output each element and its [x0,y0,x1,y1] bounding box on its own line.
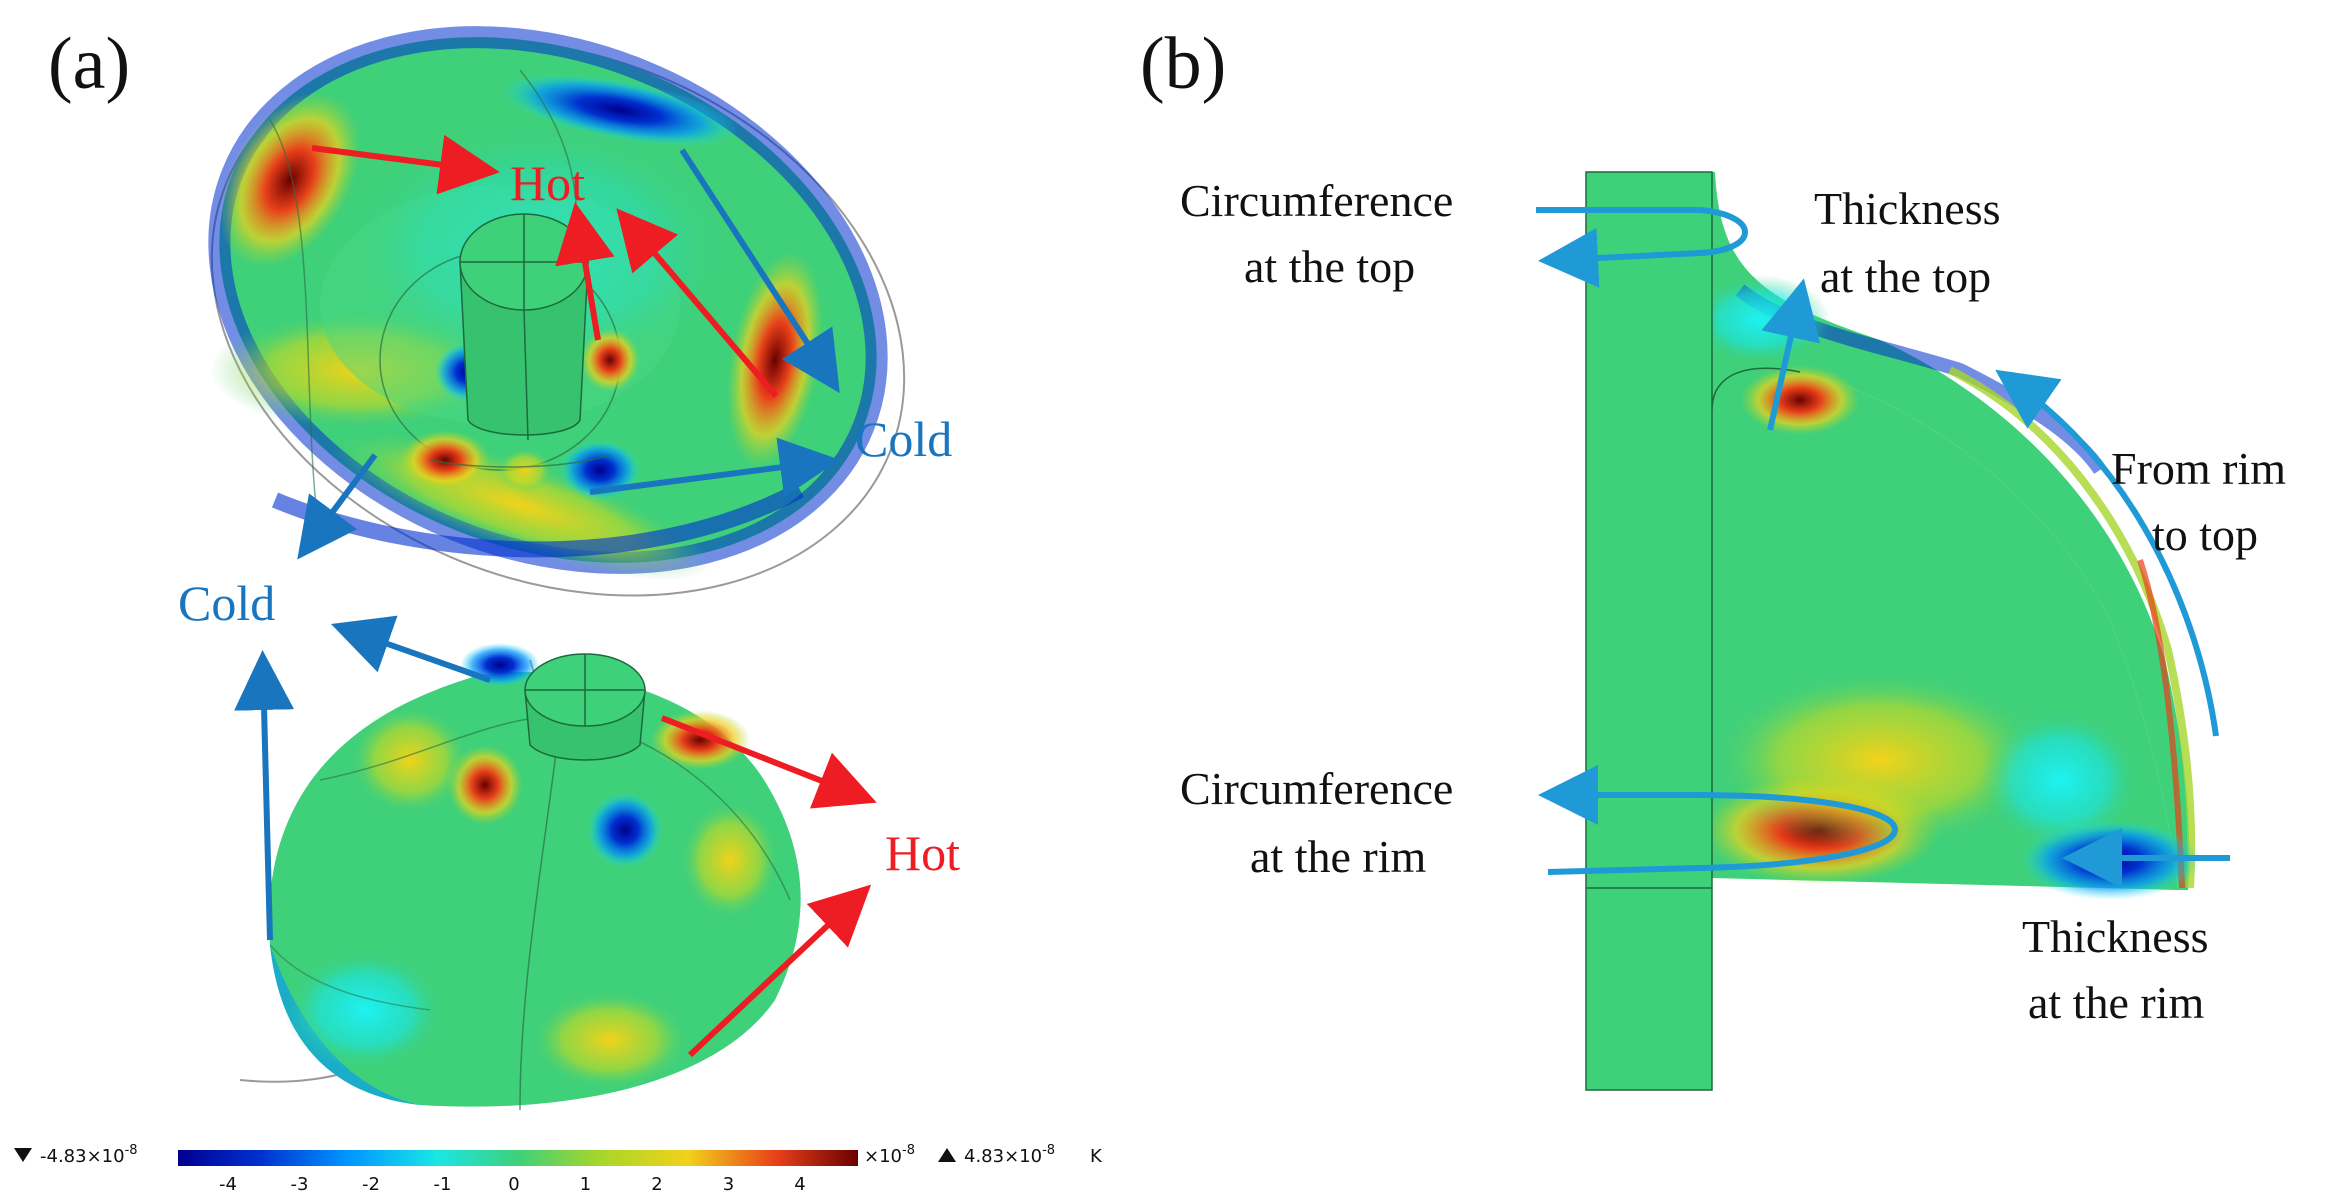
colorbar-tick-label: 3 [723,1174,734,1195]
arrow-cold-2 [589,437,840,498]
arrow-hot-5 [687,884,872,1058]
bottom-shell-render [239,643,801,1111]
panel-a: (a) [14,23,1103,1195]
label-hot-top: Hot [510,155,585,211]
label-rim-to-top-1: From rim [2111,443,2286,494]
label-thickness-top-2: at the top [1820,251,1991,302]
arrows-panel-a [234,134,877,1058]
arrows-panel-b [1536,207,2230,888]
colorbar-tick-label: 2 [651,1174,662,1195]
colorbar-scale-label: ×10-8 [864,1143,915,1167]
colorbar-unit: K [1090,1146,1103,1167]
label-circumference-top-1: Circumference [1180,175,1453,226]
colorbar-tick-label: 4 [794,1174,805,1195]
colorbar-gradient [178,1150,858,1166]
colorbar-tick-label: 0 [508,1174,519,1195]
label-thickness-rim-2: at the rim [2028,977,2204,1028]
arrow-hot-2 [555,202,615,341]
arrow-circumference-rim [1538,765,1898,875]
label-circumference-top-2: at the top [1244,241,1415,292]
max-triangle-icon [938,1148,956,1162]
colorbar-tick-label: -2 [362,1174,380,1195]
colorbar-tick-label: -3 [291,1174,309,1195]
colorbar: -4.83×10-8 -4 -3 -2 -1 0 1 2 3 4 ×10-8 4.83×10-8… [14,1143,1103,1195]
label-cold-left: Cold [178,575,275,631]
label-thickness-top-1: Thickness [1814,183,2001,234]
arrow-circumference-top [1536,207,1748,288]
arrow-cold-3 [297,453,378,560]
label-circumference-rim-1: Circumference [1180,763,1453,814]
arrow-hot-3 [616,208,779,398]
arrow-cold-4 [331,615,491,683]
panel-b: (b) Circu [1140,23,2286,1091]
min-triangle-icon [14,1148,32,1162]
colorbar-tick-label: -1 [434,1174,452,1195]
arrow-hot-4 [660,715,877,809]
label-circumference-rim-2: at the rim [1250,831,1426,882]
label-hot-bottom: Hot [885,825,960,881]
arrow-thickness-top [1761,278,1821,431]
arrow-rim-to-top [1995,369,2219,737]
label-thickness-rim-1: Thickness [2022,911,2209,962]
colorbar-tick-label: -4 [219,1174,237,1195]
arrow-hot-1 [311,134,500,195]
colorbar-min-label: -4.83×10-8 [40,1143,138,1167]
label-rim-to-top-2: to top [2152,509,2258,560]
label-cold-right: Cold [855,411,952,467]
arrow-cold-5 [234,650,295,941]
panel-b-label: (b) [1140,23,1226,105]
colorbar-max-label: 4.83×10-8 [964,1143,1055,1167]
colorbar-ticks: -4 -3 -2 -1 0 1 2 3 4 [219,1174,806,1195]
cross-section-render [1585,170,2200,1091]
arrow-cold-1 [679,148,840,394]
colorbar-tick-label: 1 [580,1174,591,1195]
panel-a-label: (a) [48,23,130,105]
